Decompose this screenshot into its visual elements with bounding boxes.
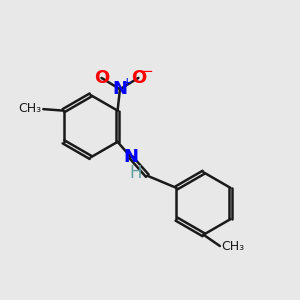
Text: N: N (112, 80, 128, 98)
Text: H: H (130, 164, 142, 182)
Text: CH₃: CH₃ (221, 240, 244, 253)
Text: +: + (121, 76, 132, 89)
Text: O: O (94, 69, 109, 87)
Text: O: O (131, 69, 146, 87)
Text: N: N (124, 148, 139, 166)
Text: −: − (140, 64, 153, 80)
Text: CH₃: CH₃ (19, 102, 42, 115)
